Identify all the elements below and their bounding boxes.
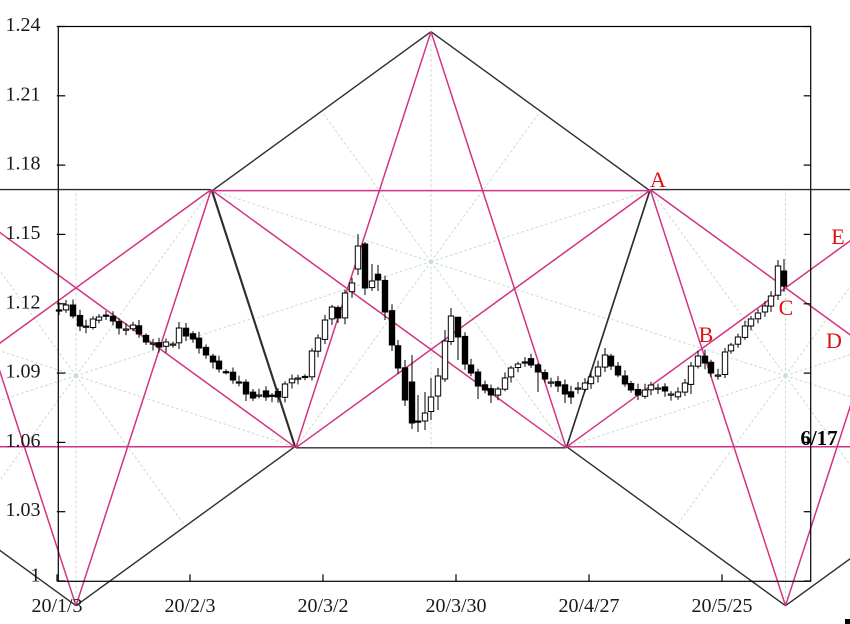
svg-text:20/3/2: 20/3/2 — [297, 595, 348, 617]
svg-text:D: D — [826, 328, 842, 353]
svg-text:20/4/27: 20/4/27 — [558, 595, 619, 617]
svg-text:1.12: 1.12 — [6, 291, 41, 313]
svg-text:20/5/25: 20/5/25 — [691, 595, 752, 617]
svg-text:1.24: 1.24 — [6, 14, 41, 36]
svg-text:1.21: 1.21 — [6, 83, 41, 105]
svg-text:20/3/30: 20/3/30 — [425, 595, 486, 617]
svg-text:1: 1 — [31, 565, 41, 587]
svg-text:20/2/3: 20/2/3 — [164, 595, 215, 617]
svg-text:20/1/3: 20/1/3 — [31, 595, 82, 617]
svg-text:1.15: 1.15 — [6, 222, 41, 244]
svg-text:1.03: 1.03 — [6, 499, 41, 521]
svg-text:C: C — [779, 295, 794, 320]
svg-text:E: E — [831, 224, 844, 249]
svg-text:A: A — [650, 167, 666, 192]
svg-text:1.18: 1.18 — [6, 153, 41, 175]
svg-text:B: B — [699, 322, 714, 347]
svg-text:6/17: 6/17 — [800, 426, 837, 450]
svg-text:1.09: 1.09 — [6, 361, 41, 383]
svg-text:1.06: 1.06 — [6, 430, 41, 452]
